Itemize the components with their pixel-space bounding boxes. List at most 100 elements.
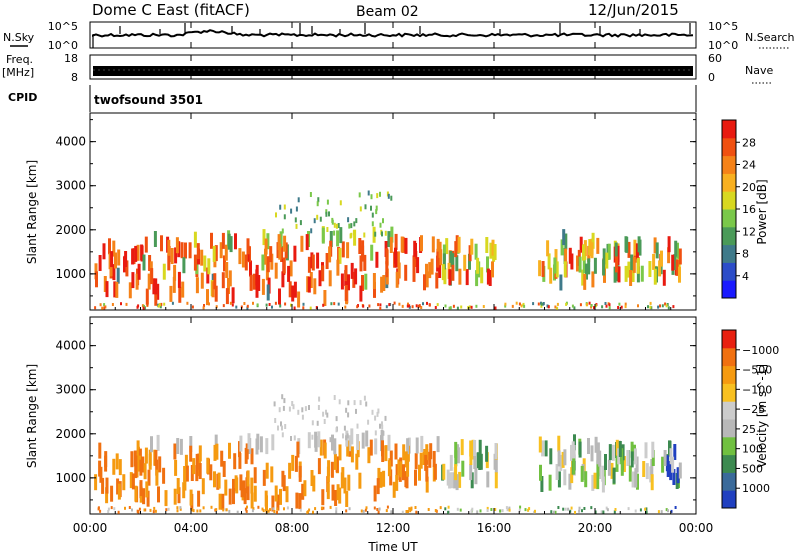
heatmap-cell [124, 506, 126, 510]
heatmap-cell [277, 425, 279, 431]
heatmap-cell [189, 445, 193, 462]
heatmap-cell [340, 273, 344, 290]
heatmap-cell [409, 509, 412, 513]
heatmap-cell [225, 288, 229, 305]
heatmap-cell [428, 303, 431, 307]
heatmap-cell [578, 506, 581, 510]
heatmap-cell [183, 474, 187, 491]
heatmap-cell [294, 455, 298, 472]
heatmap-cell [596, 448, 600, 465]
heatmap-cell [602, 248, 606, 265]
heatmap-cell [266, 233, 270, 250]
heatmap-cell [326, 412, 329, 418]
heatmap-cell [261, 278, 265, 295]
heatmap-cell [265, 303, 268, 307]
heatmap-cell [422, 302, 424, 306]
heatmap-cell [140, 244, 144, 261]
x-tick-label: 16:00 [477, 521, 512, 535]
heatmap-cell [251, 509, 254, 513]
heatmap-cell [288, 406, 291, 412]
heatmap-cell [128, 506, 131, 509]
heatmap-cell [600, 510, 603, 514]
heatmap-cell [327, 460, 331, 477]
heatmap-cell [538, 436, 542, 453]
heatmap-cell [479, 453, 483, 470]
heatmap-cell [320, 506, 323, 510]
heatmap-cell [518, 508, 521, 512]
heatmap-cell [163, 302, 166, 306]
heatmap-cell [143, 508, 146, 512]
time-axis: 00:00 04:00 08:00 12:00 16:00 20:00 00:00 [73, 22, 713, 535]
colorbar-swatch [722, 155, 736, 174]
heatmap-cell [548, 474, 552, 491]
heatmap-cell [221, 232, 225, 249]
heatmap-cell [650, 459, 654, 475]
heatmap-cell [235, 477, 239, 494]
heatmap-cell [193, 254, 197, 271]
heatmap-cell [374, 430, 377, 436]
heatmap-cell [316, 420, 319, 426]
heatmap-cell [601, 476, 605, 493]
heatmap-cell [581, 269, 585, 286]
heatmap-cell [322, 411, 325, 417]
colorbar-swatch [722, 120, 736, 139]
heatmap-cell [279, 304, 282, 308]
heatmap-cell [448, 306, 451, 310]
heatmap-cell [633, 239, 637, 256]
heatmap-cell [587, 258, 591, 275]
heatmap-cell [274, 485, 278, 502]
heatmap-cell [228, 270, 232, 287]
heatmap-cell [181, 281, 185, 298]
power-panel: 1000 2000 3000 4000 Slant Range [km] [25, 112, 697, 311]
heatmap-cell [277, 234, 281, 251]
heatmap-cell [118, 459, 122, 476]
heatmap-cell [136, 440, 140, 457]
x-tick-label: 12:00 [376, 521, 411, 535]
heatmap-cell [438, 241, 442, 258]
heatmap-cell [377, 408, 380, 414]
heatmap-cell [325, 253, 329, 269]
heatmap-cell [476, 257, 480, 274]
heatmap-cell [604, 454, 607, 470]
heatmap-cell [150, 268, 154, 285]
velocity-y-axis: 1000 2000 3000 4000 [55, 323, 696, 501]
heatmap-cell [185, 465, 189, 482]
heatmap-cell [564, 248, 568, 265]
heatmap-cell [300, 235, 304, 252]
heatmap-cell [355, 453, 359, 470]
heatmap-cell [606, 508, 609, 512]
heatmap-cell [273, 401, 276, 407]
heatmap-cell [590, 506, 593, 510]
heatmap-cell [262, 469, 266, 486]
heatmap-cell [346, 433, 349, 439]
heatmap-cell [212, 245, 216, 262]
heatmap-cell [359, 206, 362, 212]
heatmap-cell [488, 270, 492, 286]
heatmap-cell [612, 467, 616, 484]
heatmap-cell [570, 467, 574, 484]
heatmap-cell [416, 257, 420, 274]
velocity-y-axis-label: Slant Range [km] [25, 364, 39, 468]
heatmap-cell [665, 508, 668, 512]
heatmap-cell [504, 304, 507, 308]
heatmap-cell [283, 235, 287, 252]
heatmap-cell [563, 261, 567, 278]
heatmap-cell [174, 247, 178, 264]
heatmap-cell [476, 510, 479, 514]
heatmap-cell [572, 458, 576, 475]
heatmap-cell [637, 236, 641, 253]
heatmap-cell [376, 508, 379, 511]
heatmap-cell [414, 506, 417, 509]
heatmap-cell [197, 490, 201, 507]
heatmap-cell [282, 257, 286, 274]
heatmap-cell [286, 506, 289, 510]
heatmap-cell [101, 477, 105, 494]
heatmap-cell [363, 254, 367, 271]
heatmap-cell [210, 232, 213, 249]
heatmap-cell [192, 509, 195, 513]
heatmap-cell [570, 253, 574, 270]
heatmap-cell [298, 465, 302, 482]
heatmap-cell [116, 478, 120, 495]
x-tick-label: 08:00 [275, 521, 310, 535]
heatmap-cell [253, 485, 257, 502]
